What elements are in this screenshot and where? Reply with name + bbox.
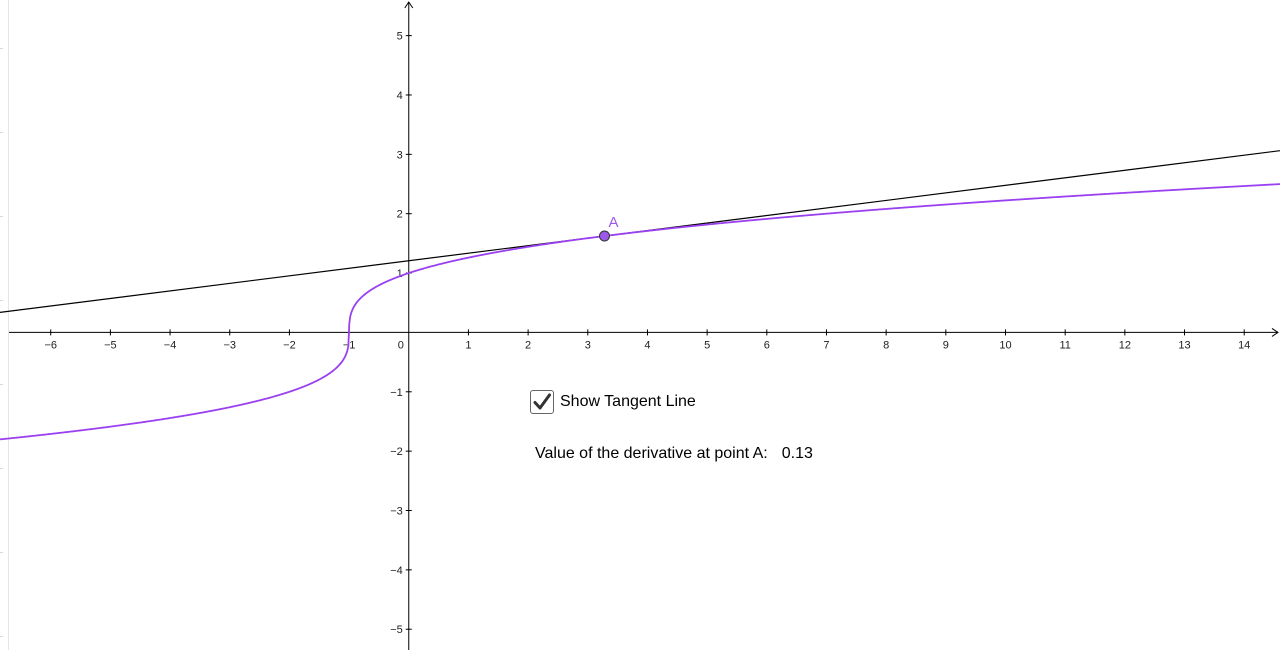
x-tick-label: 9 xyxy=(943,339,949,351)
x-tick-label: 5 xyxy=(704,339,710,351)
checkmark-icon xyxy=(533,393,551,410)
checkbox-box[interactable] xyxy=(530,390,554,414)
x-tick-label: 6 xyxy=(764,339,770,351)
y-tick-label: −4 xyxy=(390,565,403,577)
y-tick-label: 3 xyxy=(397,149,403,161)
x-tick-label: 1 xyxy=(465,339,471,351)
x-tick-label: −4 xyxy=(164,339,177,351)
origin-label: 0 xyxy=(398,339,404,351)
x-tick-label: 14 xyxy=(1238,339,1250,351)
y-tick-label: 4 xyxy=(397,90,403,102)
x-tick-label: −5 xyxy=(104,339,117,351)
x-tick-label: −3 xyxy=(223,339,236,351)
y-tick-label: 1 xyxy=(397,268,403,280)
function-curve[interactable] xyxy=(0,183,1280,441)
coordinate-axes: 0 xyxy=(9,1,1279,650)
y-tick-label: −3 xyxy=(390,506,403,518)
y-tick-label: −5 xyxy=(390,624,403,636)
x-axis-arrow-icon xyxy=(1271,328,1279,337)
x-tick-label: 4 xyxy=(644,339,650,351)
left-panel-edge xyxy=(0,0,9,650)
derivative-readout: Value of the derivative at point A: 0.13 xyxy=(535,445,813,463)
x-tick-label: 8 xyxy=(883,339,889,351)
derivative-label: Value of the derivative at point A: xyxy=(535,445,768,462)
y-axis-arrow-icon xyxy=(404,1,414,9)
point-a[interactable] xyxy=(598,230,610,242)
x-tick-label: 11 xyxy=(1059,339,1070,351)
x-tick-label: −2 xyxy=(283,339,296,351)
show-tangent-label[interactable]: Show Tangent Line xyxy=(560,393,696,410)
show-tangent-checkbox[interactable]: Show Tangent Line xyxy=(530,390,696,414)
x-tick-label: −6 xyxy=(44,339,57,351)
x-tick-label: 13 xyxy=(1178,339,1190,351)
y-tick-label: 2 xyxy=(397,209,403,221)
y-tick-label: 5 xyxy=(397,31,403,43)
x-tick-label: 10 xyxy=(999,339,1011,351)
x-axis-ticks: −6 −5 −4 −3 −2 −1 1 2 3 4 5 6 7 8 9 10 11 12 13 14 xyxy=(44,329,1250,351)
y-tick-label: −2 xyxy=(390,446,403,458)
x-tick-label: 7 xyxy=(823,339,829,351)
x-tick-label: 3 xyxy=(585,339,591,351)
point-a-label: A xyxy=(608,214,618,231)
y-axis-ticks: 5 4 3 2 1 −1 −2 −3 −4 −5 xyxy=(390,31,412,636)
x-tick-label: 2 xyxy=(525,339,531,351)
y-tick-label: −1 xyxy=(390,387,403,399)
derivative-value: 0.13 xyxy=(781,445,813,462)
x-tick-label: 12 xyxy=(1119,339,1131,351)
